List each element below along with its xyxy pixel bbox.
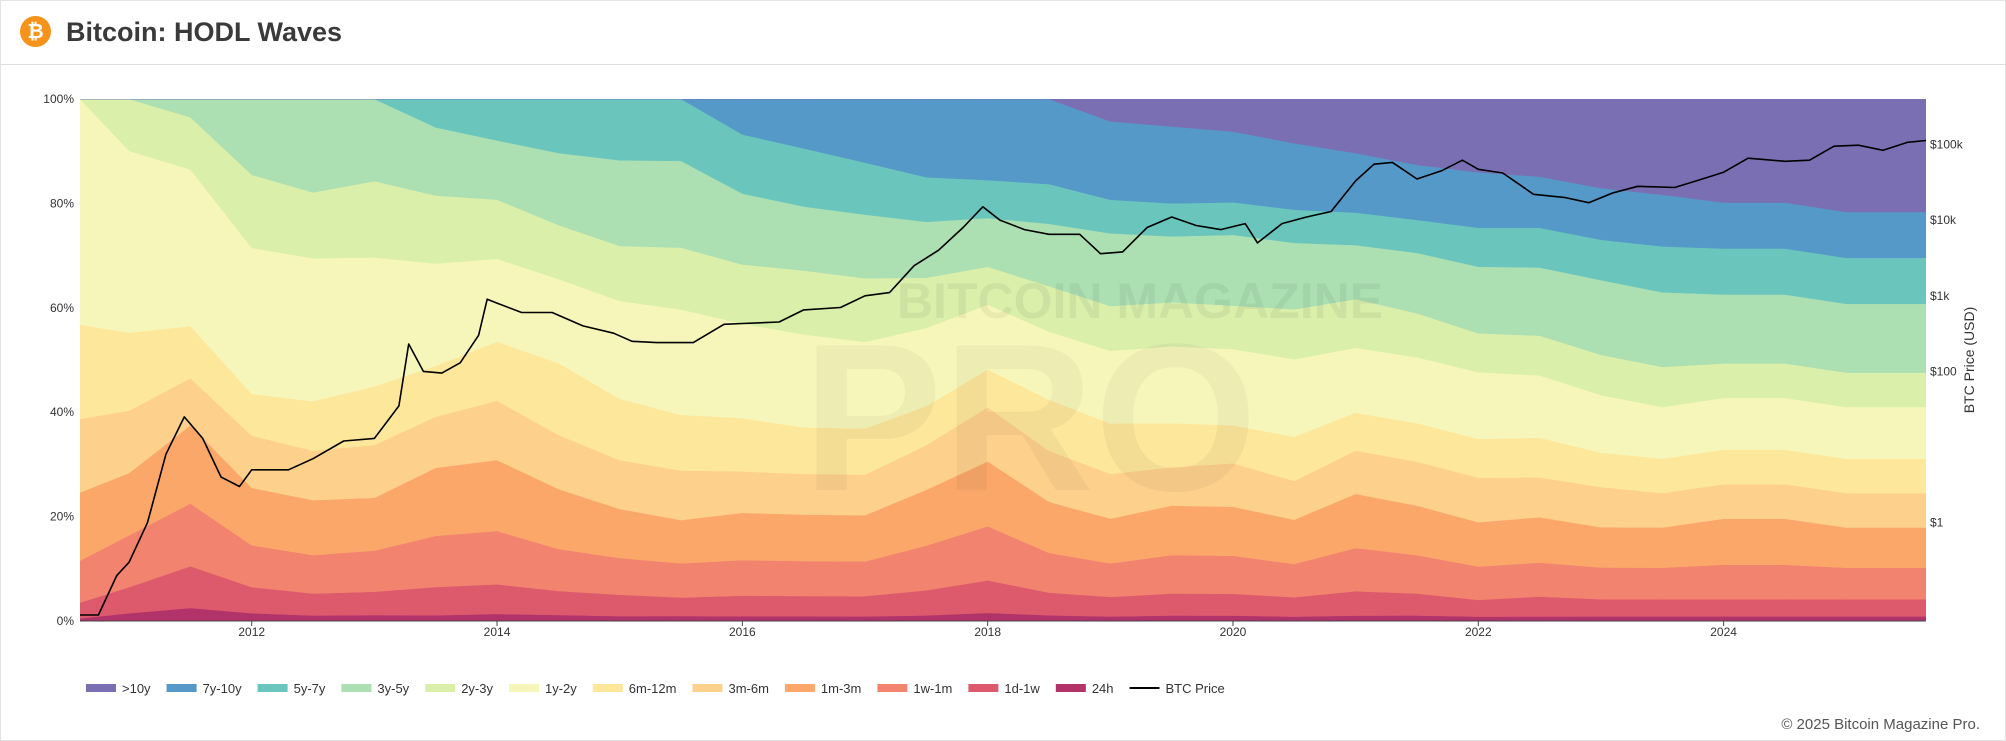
x-tick-label: 2022: [1465, 625, 1492, 639]
legend-label: 24h: [1092, 681, 1114, 696]
legend-label: 1m-3m: [821, 681, 861, 696]
legend-item[interactable]: 1w-1m: [877, 681, 952, 696]
y-tick-label: 100%: [43, 92, 74, 106]
legend-label: >10y: [122, 681, 151, 696]
y2-tick-label: $10k: [1930, 213, 1957, 227]
legend-item[interactable]: 6m-12m: [592, 681, 677, 696]
legend-swatch: [166, 684, 197, 692]
y2-tick-label: $100k: [1930, 138, 1964, 152]
y2-axis-title: BTC Price (USD): [1961, 307, 1977, 414]
legend-swatch: [257, 684, 288, 692]
legend-item[interactable]: 3y-5y: [341, 681, 410, 696]
x-tick-label: 2018: [974, 625, 1001, 639]
legend-label: 2y-3y: [461, 681, 493, 696]
y2-tick-label: $1k: [1930, 289, 1950, 303]
btc-price-line: [80, 139, 1926, 616]
x-tick-label: 2024: [1710, 625, 1737, 639]
y-tick-label: 0%: [57, 614, 75, 628]
legend: >10y 7y-10y 5y-7y 3y-5y 2y-3y 1y-2y 6m-12m 3m-6…: [86, 681, 1225, 696]
watermark-text-pro: PRO: [802, 300, 1257, 535]
page-title: Bitcoin: HODL Waves: [66, 17, 343, 47]
legend-item[interactable]: 1y-2y: [508, 681, 577, 696]
x-tick-label: 2014: [484, 625, 511, 639]
bitcoin-logo-icon: ₿: [20, 16, 51, 47]
band-10y-area: [80, 99, 1926, 213]
legend-swatch: [692, 684, 723, 692]
legend-item[interactable]: 2y-3y: [425, 681, 493, 696]
legend-item[interactable]: 5y-7y: [257, 681, 326, 696]
y2-tick-label: $100: [1930, 364, 1957, 378]
legend-label: 6m-12m: [629, 681, 677, 696]
legend-item[interactable]: 7y-10y: [166, 681, 243, 696]
price-layer: [80, 139, 1926, 616]
legend-swatch: [784, 684, 815, 692]
legend-label: 3m-6m: [728, 681, 768, 696]
y-tick-label: 60%: [50, 301, 74, 315]
legend-swatch: [1055, 684, 1086, 692]
legend-label: 7y-10y: [203, 681, 243, 696]
legend-swatch: [508, 684, 539, 692]
legend-label: 1w-1m: [913, 681, 952, 696]
legend-swatch: [86, 684, 116, 692]
y-tick-label: 20%: [50, 510, 74, 524]
legend-item[interactable]: 3m-6m: [692, 681, 769, 696]
legend-item[interactable]: 1d-1w: [968, 681, 1040, 696]
legend-label: 3y-5y: [377, 681, 409, 696]
legend-swatch: [877, 684, 908, 692]
watermark-text: BITCOIN MAGAZINE: [897, 273, 1383, 329]
legend-swatch: [968, 684, 999, 692]
legend-label: BTC Price: [1166, 681, 1225, 696]
legend-item[interactable]: >10y: [86, 681, 151, 696]
y-tick-label: 80%: [50, 196, 74, 210]
x-tick-label: 2012: [238, 625, 265, 639]
band-7y10y-area: [80, 99, 1926, 259]
page-header: ₿ Bitcoin: HODL Waves: [0, 0, 2006, 65]
x-tick-label: 2016: [729, 625, 756, 639]
legend-label: 1d-1w: [1004, 681, 1040, 696]
legend-label: 5y-7y: [294, 681, 326, 696]
legend-swatch: [592, 684, 623, 692]
legend-item[interactable]: 1m-3m: [784, 681, 861, 696]
copyright-text: © 2025 Bitcoin Magazine Pro.: [1781, 716, 1980, 733]
axes-layer: 0% 20% 40% 60% 80% 100% 2012 2014 2016 2018 2020 20…: [43, 92, 1977, 639]
legend-item[interactable]: BTC Price: [1129, 681, 1225, 696]
y-tick-label: 40%: [50, 405, 74, 419]
legend-label: 1y-2y: [545, 681, 577, 696]
x-tick-label: 2020: [1220, 625, 1247, 639]
bands-layer: [80, 99, 1926, 621]
bitcoin-logo-glyph: ₿: [27, 19, 44, 43]
y2-tick-label: $1: [1930, 516, 1944, 530]
legend-item[interactable]: 24h: [1055, 681, 1114, 696]
legend-swatch: [341, 684, 372, 692]
legend-swatch: [425, 684, 456, 692]
